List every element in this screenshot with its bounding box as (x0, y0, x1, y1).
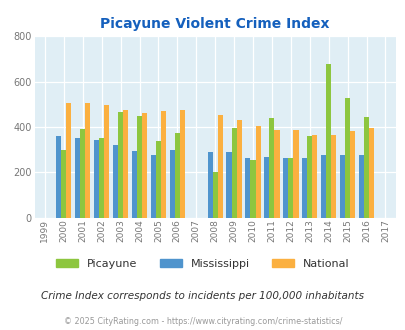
Bar (226, 152, 231, 218)
Bar (94, 140, 99, 218)
Bar (179, 110, 185, 218)
Legend: Picayune, Mississippi, National: Picayune, Mississippi, National (51, 254, 354, 273)
Bar (363, 117, 368, 218)
Bar (61, 150, 66, 218)
Bar (207, 152, 212, 218)
Bar (212, 172, 217, 218)
Bar (231, 128, 236, 218)
Bar (301, 158, 307, 218)
Bar (99, 138, 104, 218)
Bar (264, 157, 269, 218)
Bar (66, 103, 71, 218)
Bar (311, 135, 317, 218)
Text: Crime Index corresponds to incidents per 100,000 inhabitants: Crime Index corresponds to incidents per… (41, 291, 364, 301)
Bar (80, 129, 85, 218)
Bar (142, 113, 147, 218)
Bar (156, 141, 160, 218)
Bar (113, 145, 118, 218)
Bar (217, 115, 222, 218)
Bar (339, 155, 344, 218)
Bar (344, 98, 349, 218)
Bar (85, 103, 90, 218)
Bar (136, 116, 142, 218)
Bar (320, 155, 325, 218)
Bar (293, 130, 298, 218)
Bar (123, 110, 128, 218)
Bar (75, 138, 80, 218)
Bar (269, 118, 274, 218)
Bar (330, 135, 335, 218)
Bar (104, 105, 109, 218)
Bar (250, 160, 255, 218)
Bar (274, 130, 279, 218)
Bar (150, 155, 156, 218)
Bar (56, 136, 61, 218)
Bar (160, 112, 166, 218)
Bar (349, 131, 354, 218)
Bar (169, 150, 175, 218)
Bar (283, 158, 288, 218)
Bar (307, 136, 311, 218)
Bar (368, 127, 373, 218)
Title: Picayune Violent Crime Index: Picayune Violent Crime Index (100, 17, 329, 31)
Text: © 2025 CityRating.com - https://www.cityrating.com/crime-statistics/: © 2025 CityRating.com - https://www.city… (64, 317, 341, 326)
Bar (118, 112, 123, 218)
Bar (236, 120, 241, 218)
Bar (325, 63, 330, 218)
Bar (358, 155, 363, 218)
Bar (132, 151, 136, 218)
Bar (245, 158, 250, 218)
Bar (288, 158, 293, 218)
Bar (255, 126, 260, 218)
Bar (175, 133, 179, 218)
